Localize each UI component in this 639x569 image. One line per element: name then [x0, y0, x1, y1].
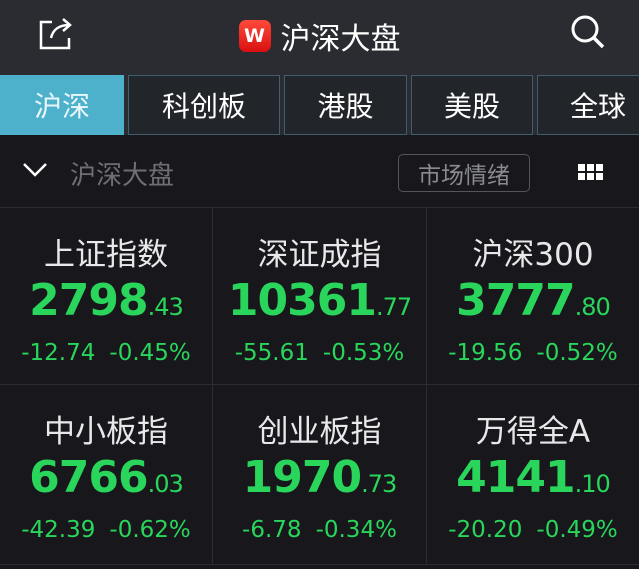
index-card[interactable]: 沪深300 3777.80 -19.56 -0.52% [427, 208, 639, 385]
index-name: 上证指数 [44, 237, 168, 273]
index-change: -12.74 -0.45% [0, 340, 212, 366]
share-icon[interactable] [38, 16, 74, 50]
grid-view-icon[interactable] [578, 164, 604, 180]
top-bar: W 沪深大盘 [0, 0, 639, 75]
index-change: -20.20 -0.49% [427, 517, 639, 543]
index-grid: 上证指数 2798.43 -12.74 -0.45% 深证成指 10361.77 -… [0, 208, 639, 565]
change-percent: -0.45% [109, 340, 191, 366]
section-header: 沪深大盘 市场情绪 [0, 135, 639, 208]
index-name: 中小板指 [44, 414, 168, 450]
tab-kechuangban[interactable]: 科创板 [128, 75, 280, 135]
change-value: -55.61 [234, 340, 309, 366]
index-price: 2798.43 [29, 275, 184, 326]
index-change: -6.78 -0.34% [213, 517, 426, 543]
index-card[interactable]: 深证成指 10361.77 -55.61 -0.53% [213, 208, 427, 385]
index-card[interactable]: 中小板指 6766.03 -42.39 -0.62% [0, 385, 213, 565]
market-mood-button[interactable]: 市场情绪 [398, 154, 530, 192]
index-price: 1970.73 [242, 452, 398, 503]
index-change: -19.56 -0.52% [427, 340, 639, 366]
wind-logo: W [238, 20, 271, 52]
market-tabs: 沪深 科创板 港股 美股 全球 [0, 75, 639, 135]
index-card[interactable]: 创业板指 1970.73 -6.78 -0.34% [213, 385, 427, 565]
change-value: -20.20 [448, 517, 523, 543]
chevron-down-icon[interactable] [22, 161, 48, 179]
index-price: 10361.77 [227, 275, 412, 326]
change-value: -42.39 [21, 517, 96, 543]
index-price: 3777.80 [456, 275, 611, 326]
index-name: 深证成指 [257, 237, 382, 273]
tab-hushen[interactable]: 沪深 [0, 75, 124, 135]
search-icon[interactable] [568, 12, 608, 52]
change-value: -12.74 [21, 340, 96, 366]
index-name: 创业板指 [257, 414, 382, 450]
index-name: 万得全A [475, 414, 591, 450]
tab-ganggu[interactable]: 港股 [284, 75, 407, 135]
tab-meigu[interactable]: 美股 [411, 75, 533, 135]
index-name: 沪深300 [472, 237, 594, 273]
index-price: 6766.03 [29, 452, 184, 503]
section-title: 沪深大盘 [70, 161, 175, 191]
index-change: -42.39 -0.62% [0, 517, 212, 543]
index-card[interactable]: 上证指数 2798.43 -12.74 -0.45% [0, 208, 213, 385]
change-value: -6.78 [242, 517, 302, 543]
change-value: -19.56 [448, 340, 523, 366]
index-card[interactable]: 万得全A 4141.10 -20.20 -0.49% [427, 385, 639, 565]
page-title: W 沪深大盘 [0, 14, 639, 58]
change-percent: -0.34% [315, 517, 397, 543]
change-percent: -0.53% [322, 340, 405, 366]
index-price: 4141.10 [456, 452, 611, 503]
page-title-text: 沪深大盘 [280, 22, 401, 57]
tab-quanqiu[interactable]: 全球 [537, 75, 639, 135]
change-percent: -0.52% [536, 340, 618, 366]
change-percent: -0.62% [109, 517, 191, 543]
change-percent: -0.49% [536, 517, 618, 543]
index-change: -55.61 -0.53% [213, 340, 426, 366]
